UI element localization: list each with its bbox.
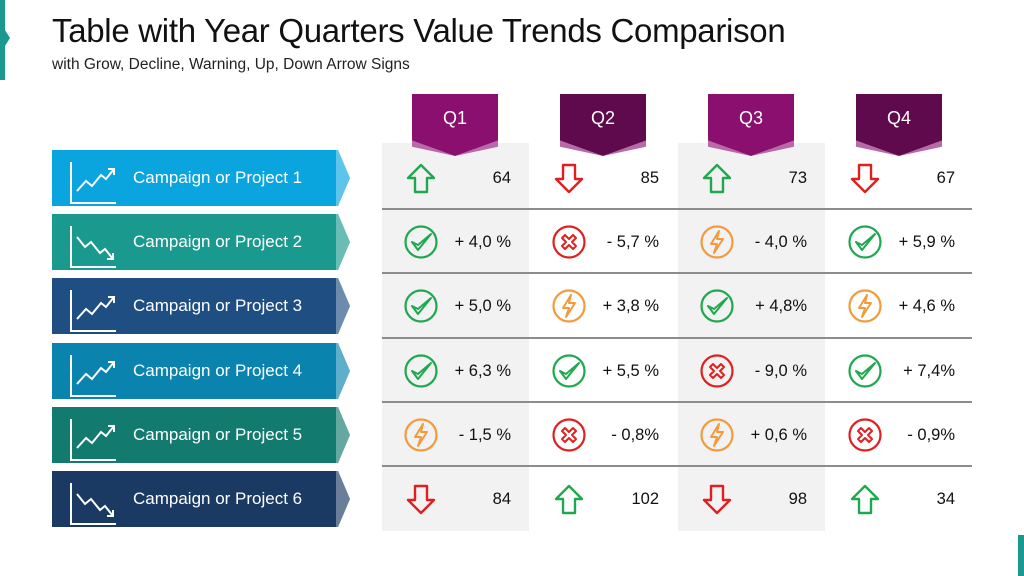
chart-up-icon [70, 419, 116, 461]
table-cell: - 0,8% [530, 403, 677, 467]
row-label-project-4: Campaign or Project 4 [52, 343, 350, 399]
row-divider [382, 208, 972, 210]
table-cell: + 4,0 % [382, 210, 529, 274]
row-divider [382, 272, 972, 274]
table-cell: + 0,6 % [678, 403, 825, 467]
cell-value: - 0,9% [907, 426, 955, 444]
cell-value: 34 [936, 490, 955, 508]
table-cell: 84 [382, 467, 529, 531]
table-cell: + 4,8% [678, 274, 825, 338]
row-label-project-2: Campaign or Project 2 [52, 214, 350, 270]
cell-value: 67 [936, 169, 955, 187]
chart-down-icon [70, 226, 116, 268]
arrow-down-icon [702, 484, 732, 515]
arrow-up-icon [702, 163, 732, 194]
cell-value: + 4,6 % [898, 297, 955, 315]
lightning-circle-icon [552, 289, 586, 323]
accent-bar-right [1018, 535, 1024, 576]
table-cell: - 4,0 % [678, 210, 825, 274]
lightning-circle-icon [404, 418, 438, 452]
row-label-text: Campaign or Project 3 [133, 296, 303, 315]
page-title: Table with Year Quarters Value Trends Co… [52, 12, 786, 49]
arrow-down-icon [406, 484, 436, 515]
row-divider [382, 401, 972, 403]
cell-value: - 5,7 % [606, 233, 659, 251]
chart-up-icon [70, 355, 116, 397]
cell-value: - 0,8% [611, 426, 659, 444]
table-cell: + 6,3 % [382, 339, 529, 403]
cell-value: + 0,6 % [750, 426, 807, 444]
cell-value: 85 [640, 169, 659, 187]
cell-value: 64 [492, 169, 511, 187]
arrow-up-icon [406, 163, 436, 194]
x-circle-icon [848, 418, 882, 452]
table-cell: - 9,0 % [678, 339, 825, 403]
chart-up-icon [70, 290, 116, 332]
cell-value: 102 [631, 490, 659, 508]
table-cell: 102 [530, 467, 677, 531]
x-circle-icon [700, 354, 734, 388]
cell-value: + 6,3 % [454, 362, 511, 380]
cell-value: - 9,0 % [754, 362, 807, 380]
lightning-circle-icon [700, 225, 734, 259]
cell-value: 73 [788, 169, 807, 187]
table-cell: + 4,6 % [826, 274, 973, 338]
cell-value: + 3,8 % [602, 297, 659, 315]
table-cell: + 3,8 % [530, 274, 677, 338]
cell-value: + 5,5 % [602, 362, 659, 380]
table-cell: + 5,9 % [826, 210, 973, 274]
table-cell: - 5,7 % [530, 210, 677, 274]
row-label-project-6: Campaign or Project 6 [52, 471, 350, 527]
cell-value: - 4,0 % [754, 233, 807, 251]
x-circle-icon [552, 418, 586, 452]
row-label-text: Campaign or Project 5 [133, 425, 303, 444]
row-label-project-3: Campaign or Project 3 [52, 278, 350, 334]
arrow-down-icon [554, 163, 584, 194]
chart-down-icon [70, 483, 116, 525]
cell-value: 84 [492, 490, 511, 508]
table-cell: 34 [826, 467, 973, 531]
x-circle-icon [552, 225, 586, 259]
table-cell: + 5,0 % [382, 274, 529, 338]
check-circle-icon [404, 289, 438, 323]
chart-up-icon [70, 162, 116, 204]
accent-bar-left [0, 0, 10, 80]
table-cell: - 1,5 % [382, 403, 529, 467]
cell-value: 98 [788, 490, 807, 508]
table-cell: + 7,4% [826, 339, 973, 403]
cell-value: + 4,8% [755, 297, 807, 315]
table-cell: - 0,9% [826, 403, 973, 467]
row-divider [382, 465, 972, 467]
row-label-text: Campaign or Project 6 [133, 489, 303, 508]
cell-value: + 7,4% [903, 362, 955, 380]
cell-value: + 5,0 % [454, 297, 511, 315]
lightning-circle-icon [848, 289, 882, 323]
check-circle-icon [552, 354, 586, 388]
lightning-circle-icon [700, 418, 734, 452]
check-circle-icon [848, 225, 882, 259]
arrow-down-icon [850, 163, 880, 194]
row-divider [382, 337, 972, 339]
page-subtitle: with Grow, Decline, Warning, Up, Down Ar… [52, 56, 410, 73]
cell-value: + 5,9 % [898, 233, 955, 251]
cell-value: + 4,0 % [454, 233, 511, 251]
row-label-text: Campaign or Project 2 [133, 232, 303, 251]
check-circle-icon [700, 289, 734, 323]
check-circle-icon [848, 354, 882, 388]
table-cell: 98 [678, 467, 825, 531]
table-cell: 73 [678, 146, 825, 210]
table-cell: 85 [530, 146, 677, 210]
check-circle-icon [404, 354, 438, 388]
arrow-up-icon [554, 484, 584, 515]
cell-value: - 1,5 % [458, 426, 511, 444]
row-label-project-1: Campaign or Project 1 [52, 150, 350, 206]
arrow-up-icon [850, 484, 880, 515]
row-label-text: Campaign or Project 4 [133, 361, 303, 380]
table-cell: 67 [826, 146, 973, 210]
row-label-text: Campaign or Project 1 [133, 168, 303, 187]
check-circle-icon [404, 225, 438, 259]
table-cell: 64 [382, 146, 529, 210]
row-label-project-5: Campaign or Project 5 [52, 407, 350, 463]
table-cell: + 5,5 % [530, 339, 677, 403]
